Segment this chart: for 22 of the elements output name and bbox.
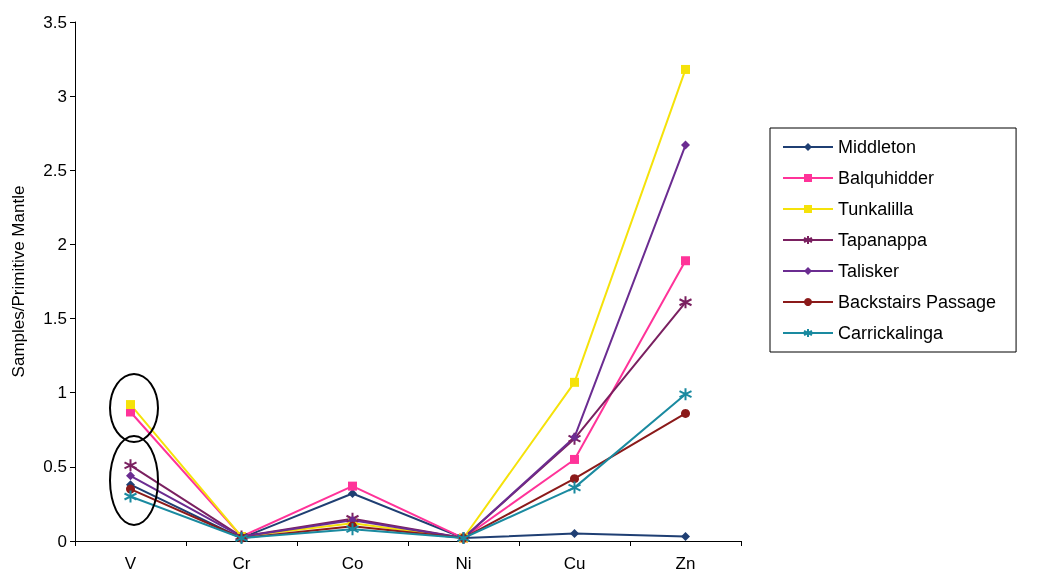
legend-label: Talisker: [838, 261, 900, 281]
y-tick-label: 3: [57, 86, 67, 106]
x-tick-label: Cu: [563, 554, 586, 573]
y-tick-label: 0.5: [43, 457, 67, 477]
x-tick-label: Zn: [675, 554, 696, 573]
legend-label: Tunkalilla: [838, 199, 915, 219]
x-tick-label: V: [124, 554, 137, 573]
y-tick-label: 1: [57, 383, 67, 403]
x-tick-label: Co: [341, 554, 364, 573]
legend-label: Backstairs Passage: [838, 292, 997, 312]
legend-label: Carrickalinga: [838, 323, 945, 343]
y-tick-label: 2: [57, 234, 67, 254]
y-tick-label: 1.5: [43, 309, 67, 329]
y-axis-title: Samples/Primitive Mantle: [9, 185, 28, 378]
x-tick-label: Ni: [455, 554, 472, 573]
y-tick-label: 3.5: [43, 12, 67, 32]
legend-label: Tapanappa: [838, 230, 929, 250]
legend-label: Middleton: [838, 137, 917, 157]
legend-label: Balquhidder: [838, 168, 935, 188]
x-tick-label: Cr: [232, 554, 251, 573]
y-tick-label: 2.5: [43, 160, 67, 180]
y-tick-label: 0: [57, 531, 67, 551]
